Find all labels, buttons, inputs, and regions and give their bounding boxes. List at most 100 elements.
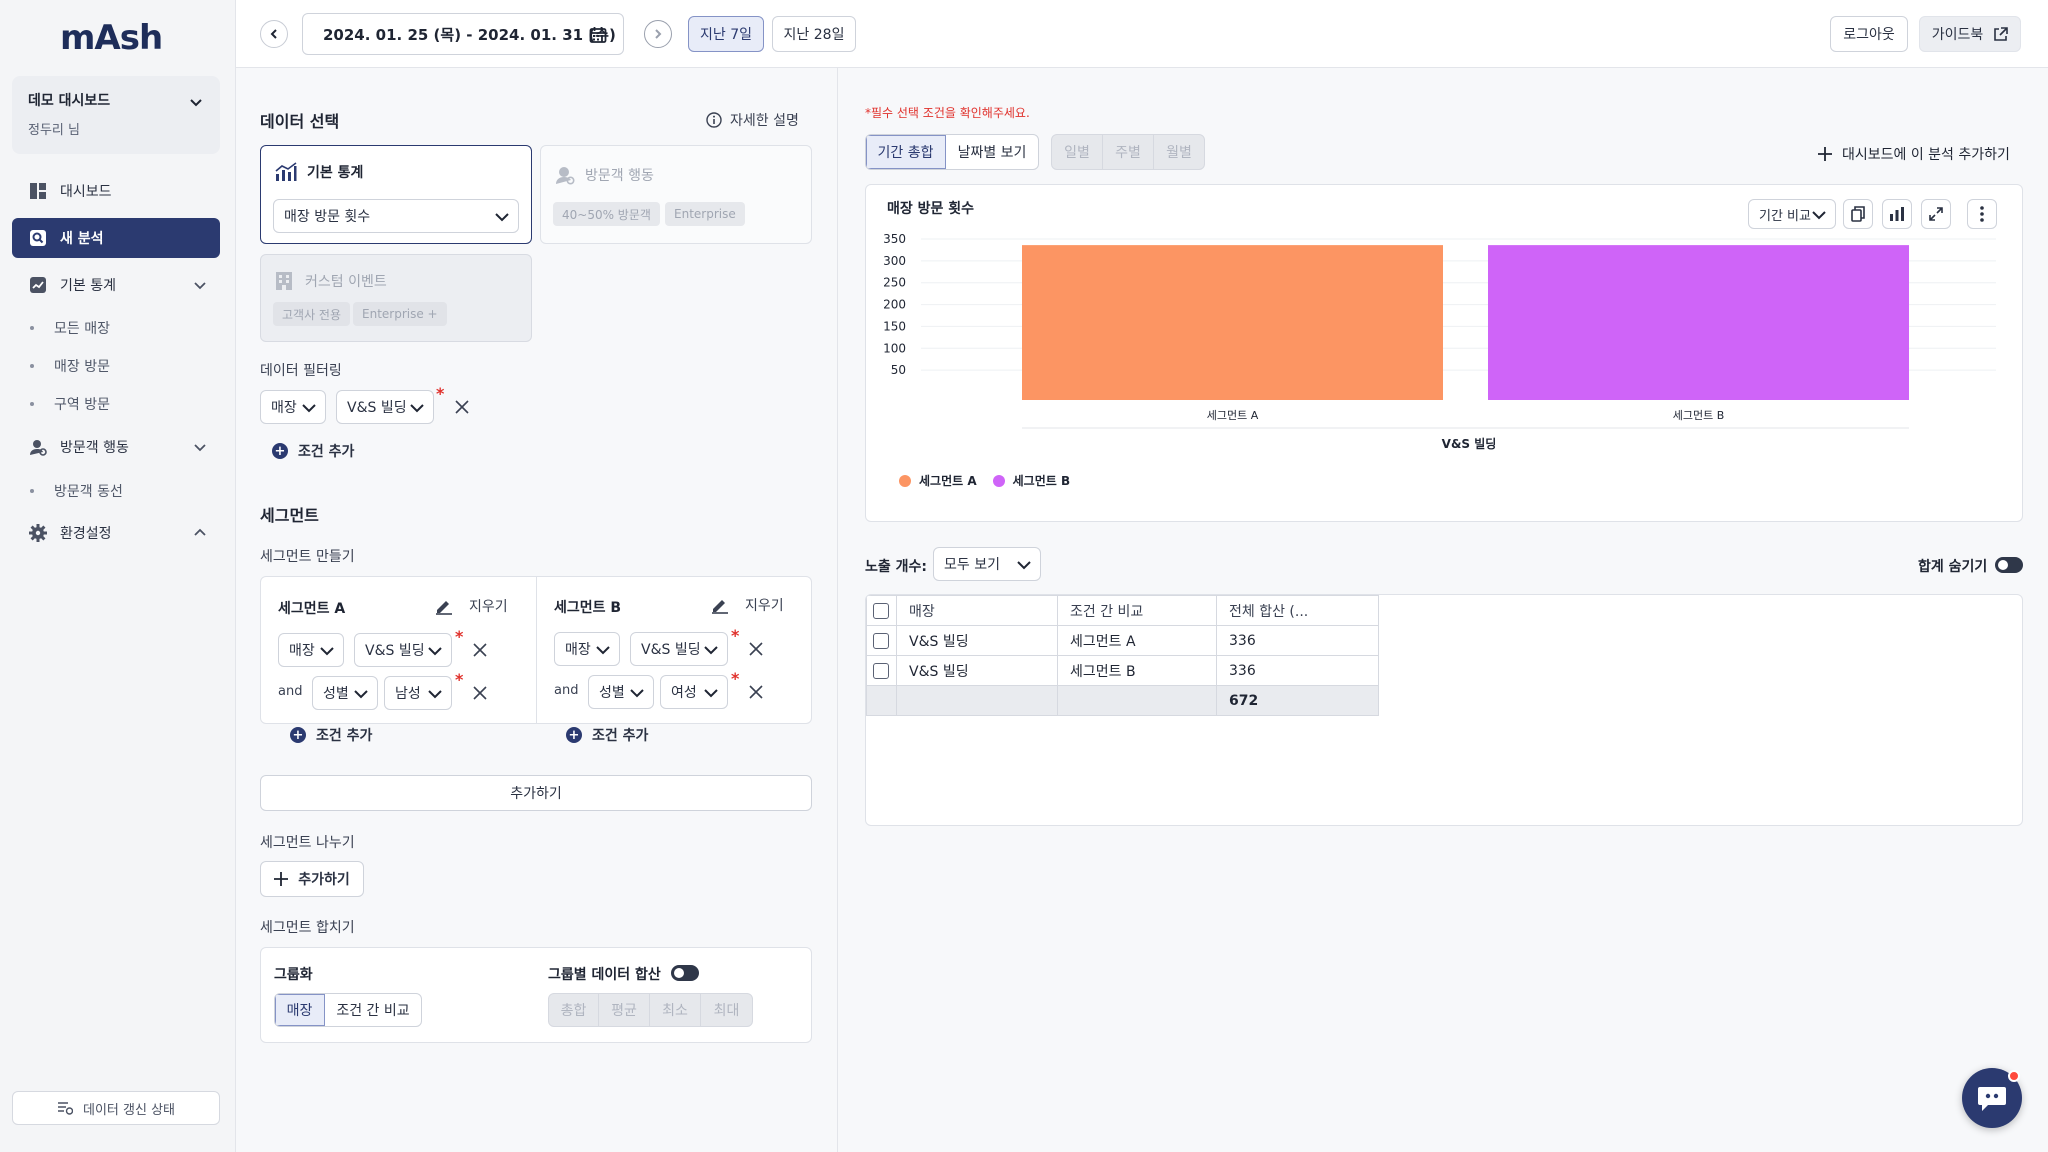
segment-a-gender-select[interactable]: 남성: [384, 676, 452, 710]
prev-period-button[interactable]: [260, 20, 288, 48]
add-segment-button[interactable]: 추가하기: [260, 775, 812, 811]
refresh-list-icon: [57, 1101, 73, 1115]
agg-avg-option[interactable]: 평균: [599, 994, 650, 1026]
x-axis-label: V&S 빌딩: [1441, 437, 1497, 451]
chat-support-button[interactable]: [1962, 1068, 2022, 1128]
y-tick-label: 150: [883, 319, 906, 333]
monthly-tab[interactable]: 월별: [1166, 145, 1192, 161]
visitor-behavior-card[interactable]: 방문객 행동 40~50% 방문객 Enterprise: [540, 145, 812, 244]
segment-b-building-select[interactable]: V&S 빌딩: [630, 632, 728, 666]
segment-a-gender-field-select[interactable]: 성별: [312, 676, 378, 710]
legend-item-segment-a[interactable]: 세그먼트 A: [899, 472, 977, 489]
guidebook-button[interactable]: 가이드북: [1919, 16, 2021, 52]
date-range-text: 2024. 01. 25 (목) - 2024. 01. 31 (수): [323, 25, 616, 44]
visitor-behavior-header: 방문객 행동: [555, 165, 654, 185]
show-count-label: 노출 개수:: [865, 559, 927, 575]
period-compare-select[interactable]: 기간 비교: [1748, 199, 1836, 229]
remove-filter-button[interactable]: [455, 400, 469, 414]
top-bar: 2024. 01. 25 (목) - 2024. 01. 31 (수) 지난 7…: [236, 0, 2048, 68]
segment-b-remove-building[interactable]: [749, 642, 763, 656]
nav-all-stores[interactable]: 모든 매장: [30, 318, 110, 338]
agg-sum-option[interactable]: 총합: [549, 994, 599, 1026]
nav-basic-stats[interactable]: 기본 통계: [12, 265, 220, 305]
copy-button[interactable]: [1843, 199, 1873, 229]
weekly-tab[interactable]: 주별: [1103, 135, 1154, 169]
visitor-behavior-label: 방문객 행동: [585, 168, 654, 184]
show-count-select[interactable]: 모두 보기: [933, 547, 1041, 581]
split-add-button[interactable]: 추가하기: [260, 861, 364, 897]
group-by-condition-option[interactable]: 조건 간 비교: [336, 1003, 410, 1019]
next-period-button[interactable]: [644, 20, 672, 48]
agg-min-option[interactable]: 최소: [650, 994, 701, 1026]
chevron-down-icon: [427, 687, 443, 701]
column-header-condition[interactable]: 조건 간 비교: [1057, 595, 1217, 626]
segment-b-add-condition-button[interactable]: + 조건 추가: [566, 725, 648, 745]
group-by-store-option[interactable]: 매장: [275, 994, 325, 1026]
column-header-store[interactable]: 매장: [896, 595, 1058, 626]
detail-explanation-link[interactable]: 자세한 설명: [706, 110, 799, 130]
segment-a-building-select[interactable]: V&S 빌딩: [354, 633, 452, 667]
nav-dashboard[interactable]: 대시보드: [12, 171, 220, 211]
table-row[interactable]: V&S 빌딩 세그먼트 A 336: [866, 625, 1379, 656]
metric-select[interactable]: 매장 방문 횟수: [273, 199, 519, 233]
table-row[interactable]: V&S 빌딩 세그먼트 B 336: [866, 655, 1379, 686]
logout-button[interactable]: 로그아웃: [1830, 16, 1908, 52]
segment-a-remove-building[interactable]: [473, 643, 487, 657]
segment-b-clear-button[interactable]: 지우기: [711, 595, 784, 615]
total-period-tab[interactable]: 기간 총합: [866, 135, 946, 169]
filter-add-condition-button[interactable]: + 조건 추가: [272, 441, 354, 461]
segment-a-store-select[interactable]: 매장: [278, 633, 344, 667]
nav-settings[interactable]: 환경설정: [12, 513, 220, 553]
nav-visitor-path[interactable]: 방문객 동선: [30, 481, 123, 501]
segment-b-remove-gender[interactable]: [749, 685, 763, 699]
nav-store-visits[interactable]: 매장 방문: [30, 356, 110, 376]
nav-new-analysis[interactable]: 새 분석: [12, 218, 220, 258]
close-icon: [749, 642, 763, 656]
segment-b-gender-select[interactable]: 여성: [660, 675, 728, 709]
date-range-picker[interactable]: 2024. 01. 25 (목) - 2024. 01. 31 (수): [302, 13, 624, 55]
data-refresh-status-button[interactable]: 데이터 갱신 상태: [12, 1091, 220, 1125]
row-checkbox[interactable]: [873, 632, 889, 649]
segment-a-add-condition-button[interactable]: + 조건 추가: [290, 725, 372, 745]
legend-item-segment-b[interactable]: 세그먼트 B: [992, 472, 1070, 489]
by-date-tab[interactable]: 날짜별 보기: [957, 145, 1027, 161]
gender-value: 남성: [395, 686, 421, 702]
legend-swatch: [899, 474, 911, 487]
add-to-dashboard-button[interactable]: 대시보드에 이 분석 추가하기: [1818, 144, 2010, 164]
segment-a-clear-button[interactable]: 지우기: [435, 596, 508, 616]
feature-tag: 40~50% 방문객: [553, 202, 660, 226]
segment-a-remove-gender[interactable]: [473, 686, 487, 700]
basic-stats-card[interactable]: 기본 통계 매장 방문 횟수: [260, 145, 532, 244]
last-7-days-button[interactable]: 지난 7일: [688, 16, 764, 52]
nav-visitor-behavior[interactable]: 방문객 행동: [12, 427, 220, 467]
chevron-down-icon: [1016, 558, 1032, 572]
select-all-checkbox[interactable]: [873, 602, 889, 619]
y-tick-label: 100: [883, 341, 906, 355]
chevron-down-icon: [319, 644, 335, 658]
column-header-total[interactable]: 전체 합산 (...: [1216, 595, 1379, 626]
custom-event-label: 커스텀 이벤트: [305, 274, 387, 290]
analysis-icon: [28, 228, 48, 248]
filter-building-value: V&S 빌딩: [347, 400, 407, 416]
dashboard-switcher[interactable]: 데모 대시보드 정두리 님: [12, 76, 220, 154]
row-checkbox[interactable]: [873, 662, 889, 679]
chart-type-button[interactable]: [1882, 199, 1912, 229]
bar-chart-icon: [1889, 206, 1905, 222]
custom-event-card[interactable]: 커스텀 이벤트 고객사 전용 Enterprise +: [260, 254, 532, 342]
filter-store-select[interactable]: 매장: [260, 390, 326, 424]
segment-b-gender-field-select[interactable]: 성별: [588, 675, 654, 709]
gender-value: 여성: [671, 685, 697, 701]
chevron-left-icon: [268, 28, 280, 40]
more-options-button[interactable]: [1967, 199, 1997, 229]
agg-max-option[interactable]: 최대: [713, 1003, 740, 1019]
expand-button[interactable]: [1921, 199, 1951, 229]
logo[interactable]: mAsh: [60, 18, 163, 58]
group-sum-toggle[interactable]: [671, 965, 699, 981]
nav-zone-visits[interactable]: 구역 방문: [30, 394, 110, 414]
daily-tab[interactable]: 일별: [1052, 135, 1103, 169]
y-tick-label: 200: [883, 298, 906, 312]
filter-building-select[interactable]: V&S 빌딩: [336, 390, 434, 424]
last-28-days-button[interactable]: 지난 28일: [772, 16, 856, 52]
segment-b-store-select[interactable]: 매장: [554, 632, 620, 666]
hide-total-toggle[interactable]: [1995, 557, 2023, 573]
